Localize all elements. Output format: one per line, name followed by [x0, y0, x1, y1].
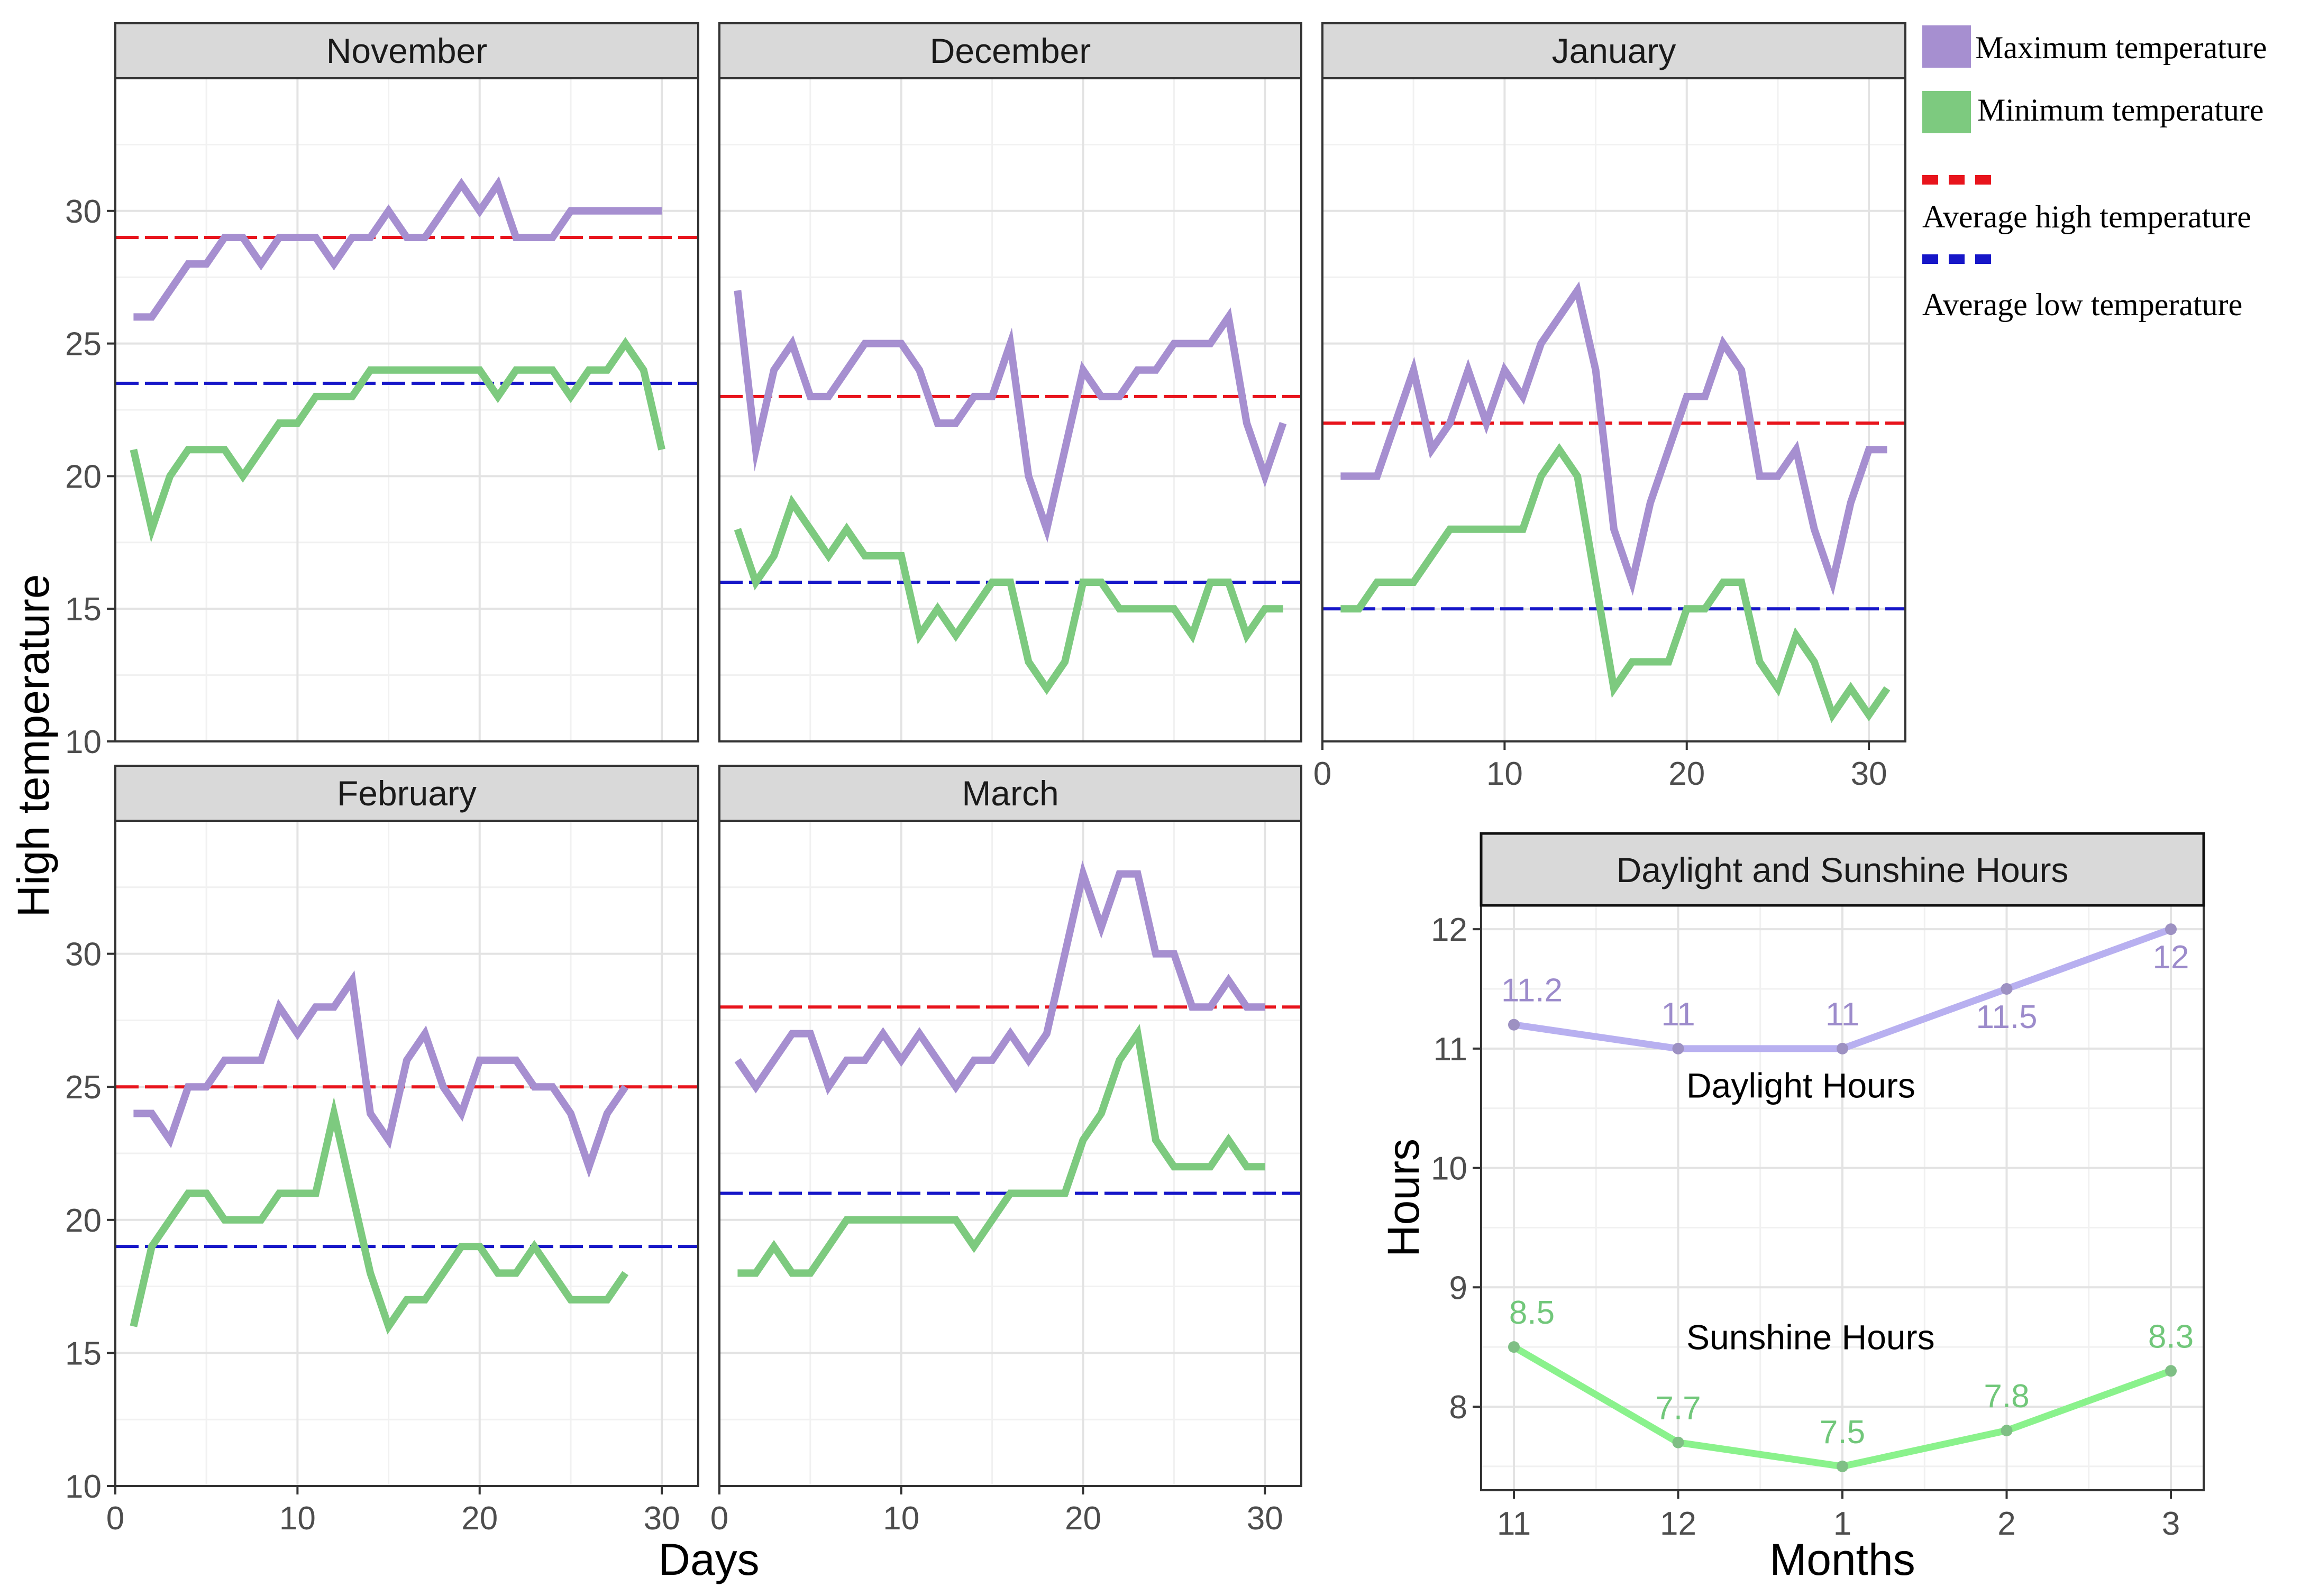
max-temperature-line — [133, 970, 629, 1178]
sunshine-point — [2001, 1425, 2013, 1437]
hours-x-axis-title: Months — [1769, 1535, 1915, 1584]
legend-swatch-max — [1922, 25, 1971, 68]
sunshine-data-label: 7.5 — [1820, 1414, 1865, 1451]
strip-background — [1321, 22, 1906, 79]
daylight-data-label: 11 — [1825, 996, 1859, 1033]
temperature-y-axis-title: High temperature — [8, 574, 58, 918]
sunshine-point — [1508, 1341, 1520, 1353]
legend-swatch-min — [1922, 91, 1971, 133]
strip-label: February — [337, 774, 477, 813]
x-tick-label: 10 — [883, 1500, 919, 1537]
strip-label: March — [962, 774, 1058, 813]
y-tick-label: 15 — [65, 1335, 102, 1372]
sunshine-annotation: Sunshine Hours — [1686, 1318, 1935, 1357]
daylight-point — [1508, 1019, 1520, 1031]
temperature-x-axis-title: Days — [658, 1535, 759, 1584]
strip-label: January — [1552, 31, 1676, 70]
panel-march: March 0 10 20 30 — [710, 765, 1302, 1537]
y-tick-label: 9 — [1449, 1270, 1467, 1306]
x-tick-label: 1 — [1833, 1506, 1851, 1542]
strip-background — [114, 22, 699, 79]
x-tick-label: 20 — [1668, 756, 1705, 792]
sunshine-point — [2165, 1365, 2177, 1377]
min-temperature-line — [734, 494, 1283, 695]
x-tick-label: 12 — [1660, 1506, 1696, 1542]
strip-background — [114, 765, 699, 822]
daylight-annotation: Daylight Hours — [1686, 1066, 1915, 1105]
daylight-point — [2165, 923, 2177, 935]
min-temperature-line — [1340, 443, 1891, 723]
daylight-data-label: 11.2 — [1501, 973, 1563, 1009]
x-tick-label: 20 — [461, 1500, 498, 1537]
y-tick-label: 11 — [1434, 1031, 1467, 1068]
legend-label-avg-high: Average high temperature — [1922, 199, 2251, 234]
temperature-legend: Maximum temperature Minimum temperature Av… — [1922, 25, 2267, 322]
y-tick-label: 15 — [65, 591, 102, 628]
y-tick-label: 8 — [1449, 1389, 1467, 1426]
min-temperature-line — [130, 337, 665, 543]
y-tick-label: 25 — [65, 1069, 102, 1106]
strip-background — [718, 22, 1302, 79]
sunshine-point — [1837, 1460, 1848, 1472]
min-temperature-line — [130, 1097, 629, 1335]
daylight-data-label: 12 — [2153, 939, 2189, 976]
y-tick-label: 10 — [65, 724, 102, 760]
y-tick-label: 20 — [65, 1203, 102, 1239]
y-tick-label: 30 — [65, 194, 102, 230]
x-tick-label: 10 — [279, 1500, 316, 1537]
sunshine-data-label: 8.3 — [2148, 1318, 2194, 1355]
sunshine-data-label: 7.7 — [1655, 1390, 1701, 1427]
x-tick-label: 10 — [1486, 756, 1523, 792]
strip-background — [718, 765, 1302, 822]
x-tick-label: 11 — [1497, 1506, 1531, 1542]
sunshine-point — [1672, 1436, 1684, 1448]
x-tick-label: 3 — [2162, 1506, 2180, 1542]
daylight-point — [1672, 1042, 1684, 1054]
legend-label-max: Maximum temperature — [1975, 30, 2267, 65]
max-temperature-line — [133, 176, 662, 321]
daylight-strip-label: Daylight and Sunshine Hours — [1617, 850, 2069, 889]
daylight-point — [2001, 983, 2013, 995]
strip-background — [1480, 832, 2205, 907]
y-tick-label: 10 — [65, 1469, 102, 1505]
min-temperature-line — [737, 1024, 1265, 1277]
strip-label: November — [326, 31, 487, 70]
sunshine-data-label: 8.5 — [1509, 1295, 1555, 1331]
panel-january: January 0 10 20 30 — [1313, 22, 1906, 792]
y-tick-label: 30 — [65, 937, 102, 973]
max-temperature-line — [734, 860, 1265, 1095]
sunshine-data-label: 7.8 — [1984, 1378, 2029, 1415]
panel-december: December — [718, 22, 1302, 742]
legend-label-min: Minimum temperature — [1977, 93, 2264, 127]
x-tick-label: 30 — [1247, 1500, 1283, 1537]
max-temperature-line — [734, 290, 1287, 543]
x-tick-label: 30 — [644, 1500, 680, 1537]
x-tick-label: 0 — [106, 1500, 124, 1537]
y-tick-label: 25 — [65, 326, 102, 363]
strip-label: December — [930, 31, 1091, 70]
legend-label-avg-low: Average low temperature — [1922, 287, 2242, 322]
hours-y-axis-title: Hours — [1378, 1139, 1428, 1257]
daylight-data-label: 11 — [1661, 996, 1695, 1033]
x-tick-label: 20 — [1065, 1500, 1101, 1537]
x-tick-label: 0 — [710, 1500, 728, 1537]
x-tick-label: 2 — [1997, 1506, 2015, 1542]
x-tick-label: 0 — [1313, 756, 1331, 792]
x-tick-label: 30 — [1851, 756, 1887, 792]
y-tick-label: 10 — [1431, 1151, 1467, 1187]
panel-november: November 10 15 20 25 30 — [65, 22, 699, 760]
daylight-data-label: 11.5 — [1976, 999, 2037, 1035]
y-tick-label: 20 — [65, 458, 102, 495]
daylight-point — [1837, 1042, 1848, 1054]
max-temperature-line — [1340, 281, 1887, 596]
y-tick-label: 12 — [1431, 912, 1467, 948]
